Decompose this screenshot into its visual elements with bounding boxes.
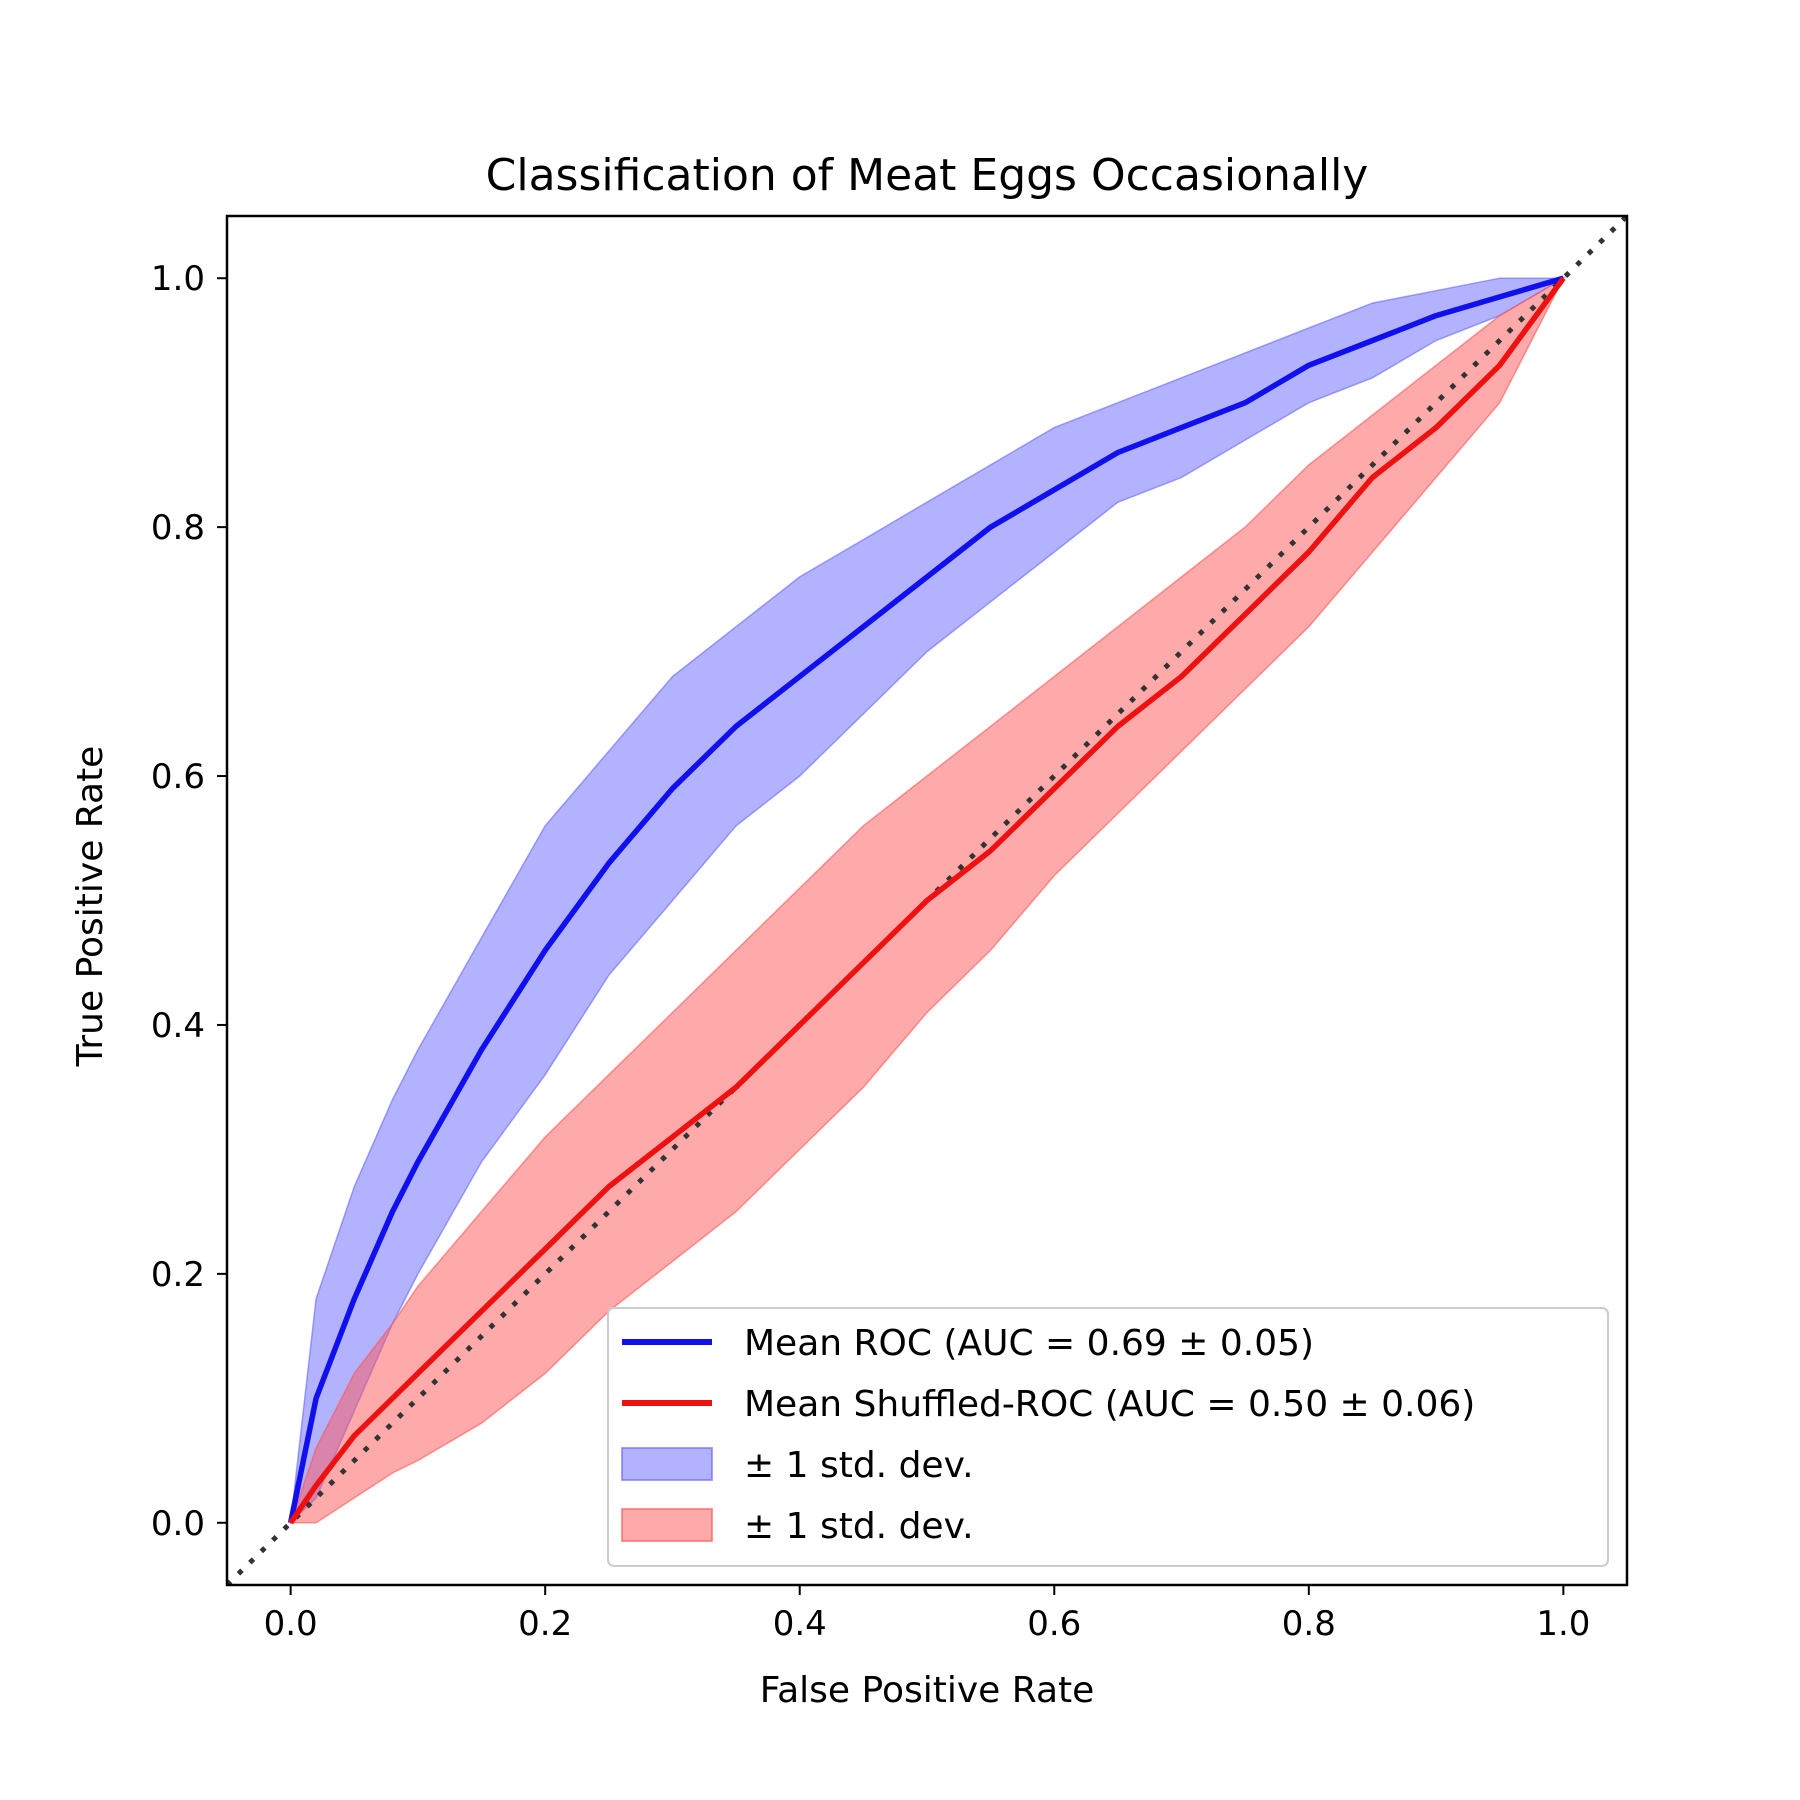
- legend-patch-swatch: [621, 1447, 713, 1481]
- x-tick-label: 0.8: [1282, 1604, 1336, 1644]
- legend-label: Mean ROC (AUC = 0.69 ± 0.05): [744, 1323, 1314, 1364]
- legend-label: Mean Shuffled-ROC (AUC = 0.50 ± 0.06): [744, 1384, 1475, 1425]
- mean-roc-line: [287, 275, 1565, 1524]
- axes: 0.0 0.2 0.4 0.6 0.8 1.0 0.0 0.2 0.4 0.6 0.8 1.0: [151, 214, 1629, 1644]
- legend-label: ± 1 std. dev.: [744, 1506, 974, 1547]
- mean-roc-lines: [287, 275, 1566, 1525]
- mean-shuffled-roc-line: [288, 276, 1566, 1525]
- x-tick-label: 0.0: [264, 1604, 318, 1644]
- y-tick-label: 0.4: [151, 1006, 205, 1046]
- y-tick-label: 0.0: [151, 1504, 205, 1544]
- x-tick-label: 0.2: [518, 1604, 572, 1644]
- chart-title: Classification of Meat Eggs Occasionally: [486, 150, 1369, 201]
- y-tick-label: 0.6: [151, 757, 205, 797]
- x-axis-label: False Positive Rate: [760, 1670, 1095, 1711]
- x-tick-label: 0.4: [773, 1604, 827, 1644]
- y-tick-label: 0.8: [151, 508, 205, 548]
- y-tick-label: 0.2: [151, 1255, 205, 1295]
- x-tick-label: 0.6: [1027, 1604, 1081, 1644]
- y-axis-label: True Positive Rate: [70, 746, 111, 1068]
- legend-box: [607, 1307, 1609, 1567]
- legend-label: ± 1 std. dev.: [744, 1445, 974, 1486]
- legend-patch-swatch: [621, 1508, 713, 1542]
- y-tick-label: 1.0: [151, 259, 205, 299]
- legend: Mean ROC (AUC = 0.69 ± 0.05) Mean Shuffle…: [607, 1307, 1609, 1567]
- plot-frame: [225, 214, 1629, 1587]
- x-tick-label: 1.0: [1536, 1604, 1590, 1644]
